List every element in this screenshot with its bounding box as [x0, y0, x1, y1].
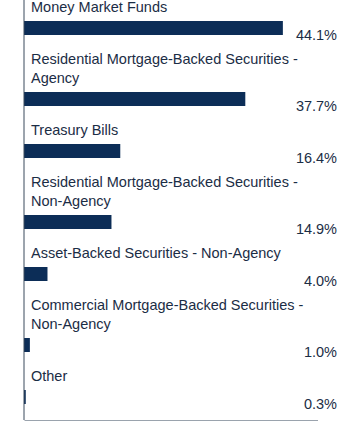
- category-label-line: Non-Agency: [31, 316, 112, 332]
- bar: [24, 338, 30, 352]
- data-label: 1.0%: [304, 344, 337, 360]
- bar: [24, 92, 245, 106]
- bar: [24, 21, 283, 35]
- category-label-line: Residential Mortgage-Backed Securities -: [31, 174, 298, 190]
- category-label-line: Asset-Backed Securities - Non-Agency: [31, 245, 282, 261]
- category-label-line: Money Market Funds: [31, 0, 167, 15]
- category-label: Asset-Backed Securities - Non-Agency: [31, 245, 282, 261]
- data-label: 14.9%: [296, 221, 337, 237]
- data-label: 44.1%: [296, 27, 337, 43]
- data-label: 0.3%: [304, 396, 337, 412]
- category-label: Residential Mortgage-Backed Securities -…: [31, 174, 298, 209]
- category-label-line: Other: [31, 368, 67, 384]
- category-label: Other: [31, 368, 67, 384]
- baseline: [24, 0, 25, 420]
- x-axis-line: [25, 420, 319, 421]
- bar: [24, 215, 111, 229]
- data-labels: 44.1% 37.7% 16.4% 14.9% 4.0% 1.0% 0.3%: [296, 27, 337, 412]
- category-label: Money Market Funds: [31, 0, 167, 15]
- data-label: 16.4%: [296, 150, 337, 166]
- bar: [24, 267, 47, 281]
- category-label-line: Treasury Bills: [31, 122, 118, 138]
- bars: [24, 21, 283, 404]
- category-label-line: Residential Mortgage-Backed Securities -: [31, 51, 298, 67]
- chart: Money Market Funds Residential Mortgage-B…: [0, 0, 360, 426]
- x-axis: [25, 420, 319, 421]
- data-label: 37.7%: [296, 98, 337, 114]
- category-label-line: Commercial Mortgage-Backed Securities -: [31, 297, 304, 313]
- category-label: Treasury Bills: [31, 122, 118, 138]
- data-label: 4.0%: [304, 273, 337, 289]
- bar: [24, 144, 120, 158]
- category-label: Residential Mortgage-Backed Securities -…: [31, 51, 298, 86]
- category-label-line: Agency: [31, 70, 80, 86]
- category-label: Commercial Mortgage-Backed Securities - N…: [31, 297, 304, 332]
- category-labels: Money Market Funds Residential Mortgage-B…: [31, 0, 304, 384]
- category-label-line: Non-Agency: [31, 193, 112, 209]
